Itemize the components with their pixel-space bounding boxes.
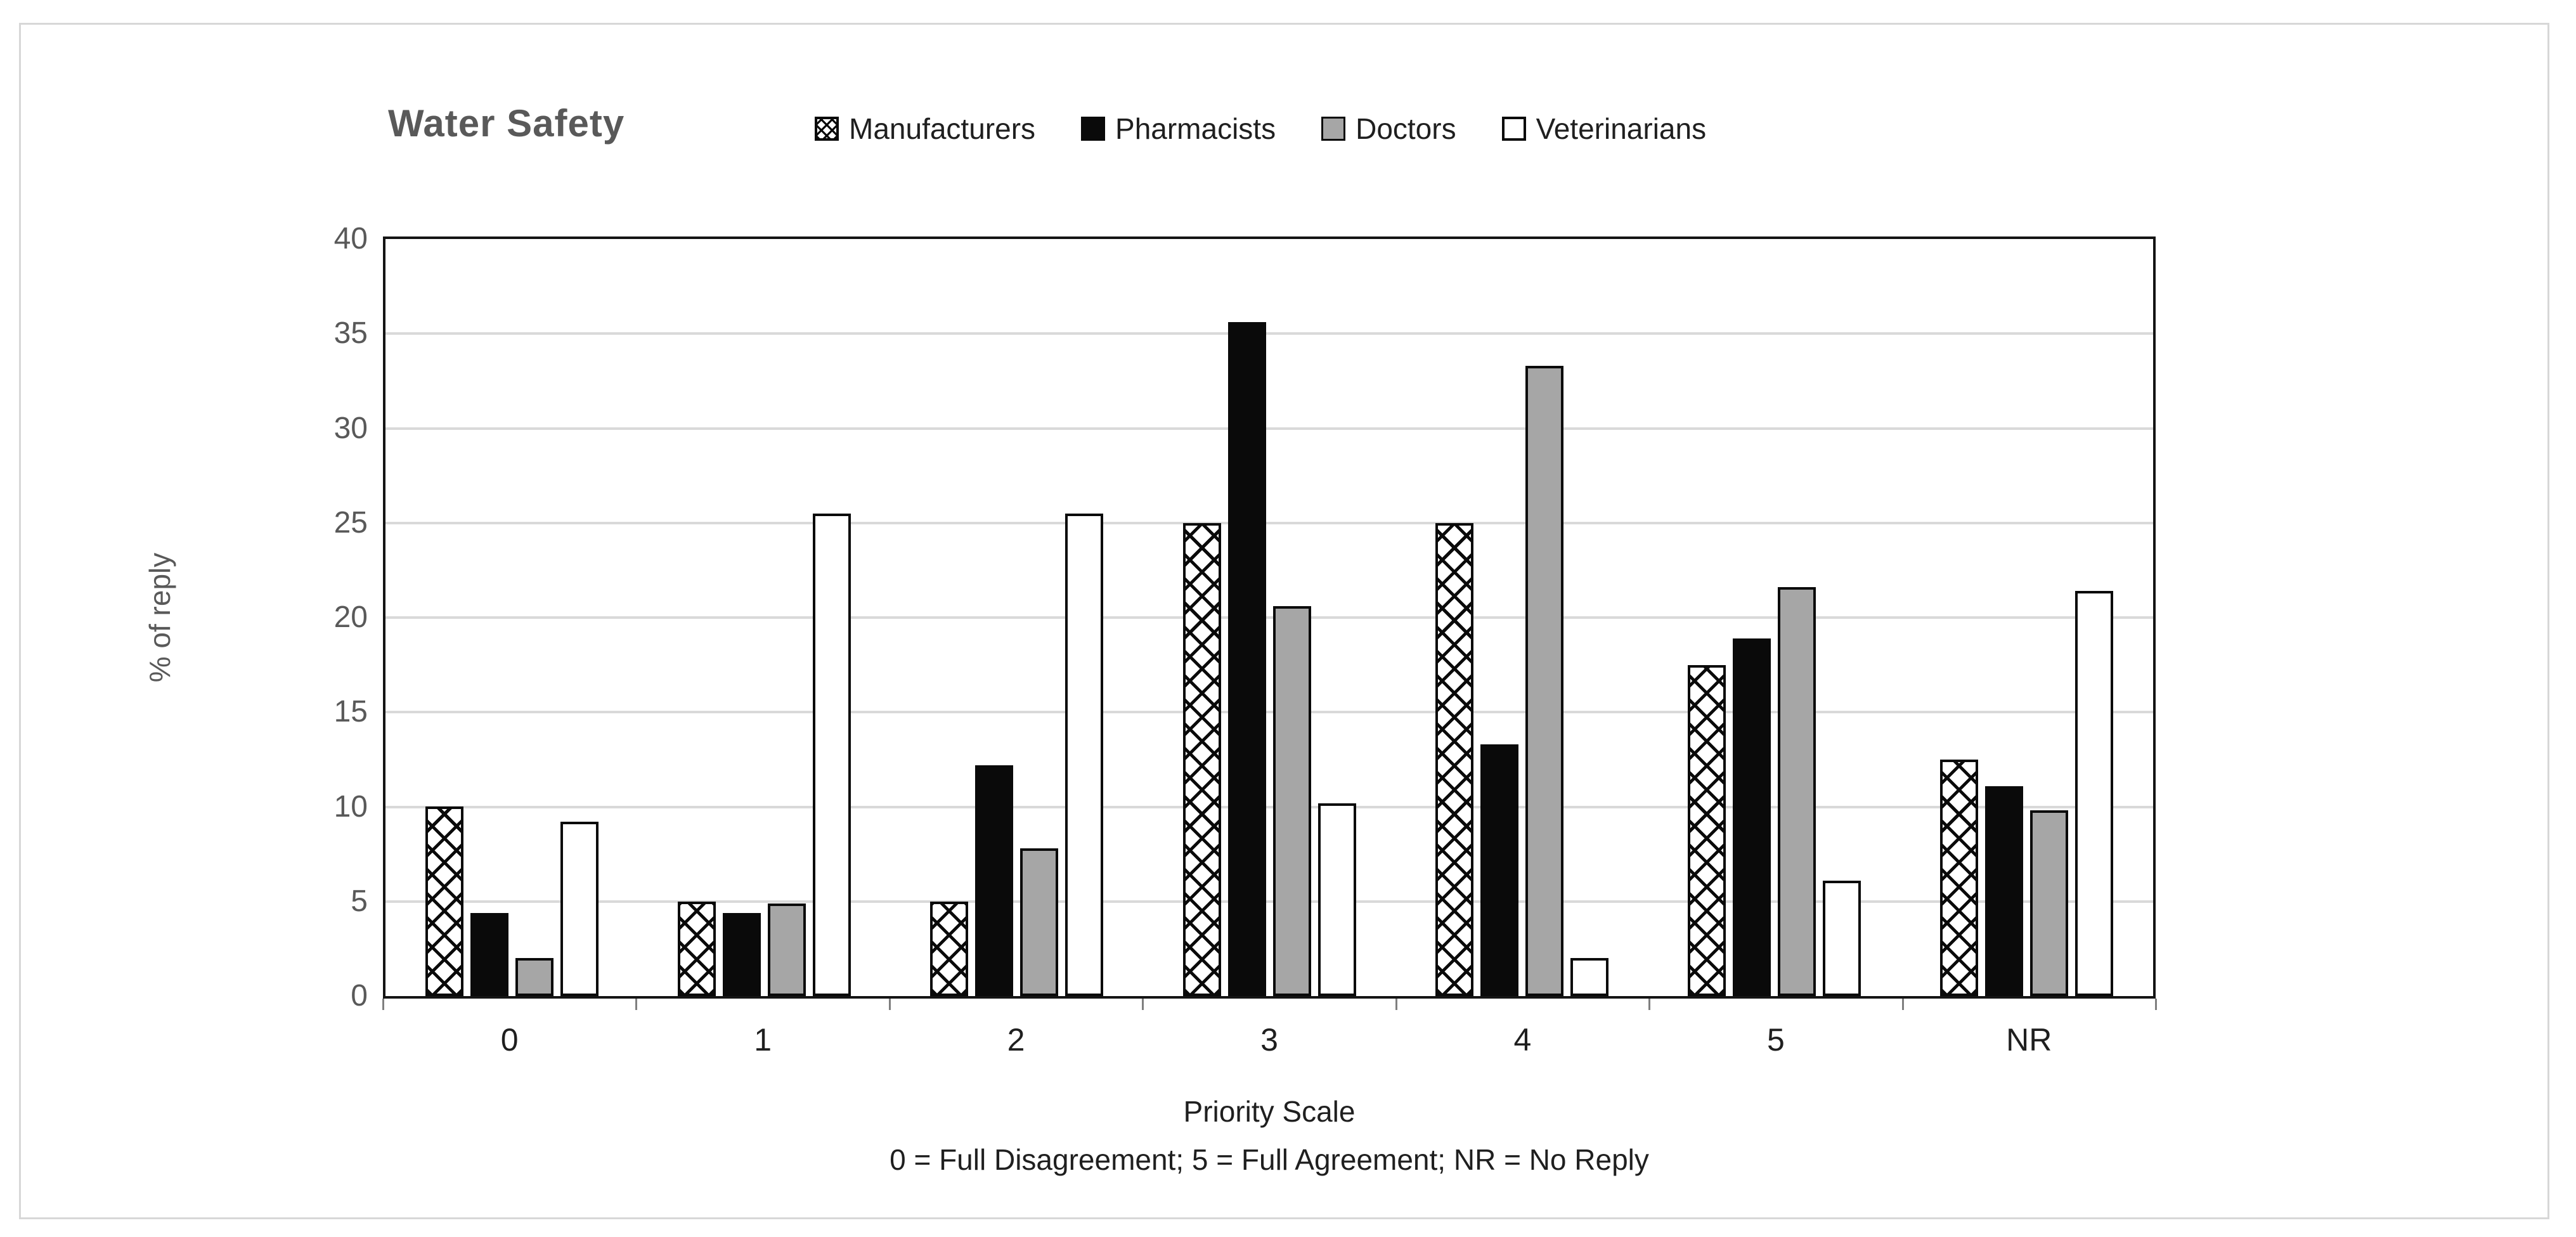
bar-manufacturers-nr (1940, 760, 1979, 996)
bar-veterinarians-2 (1065, 514, 1104, 996)
bar-doctors-4 (1525, 366, 1563, 996)
bar-manufacturers-1 (677, 902, 716, 996)
manufacturers-swatch-icon (815, 117, 839, 141)
y-axis-title: % of reply (143, 552, 176, 683)
y-tick-label-0: 0 (351, 979, 368, 1013)
bar-doctors-2 (1020, 848, 1059, 996)
doctors-swatch-icon (1321, 117, 1346, 141)
bar-veterinarians-4 (1570, 958, 1608, 996)
bar-pharmacists-5 (1733, 638, 1771, 996)
legend-item-pharmacists: Pharmacists (1081, 113, 1276, 145)
bar-manufacturers-5 (1688, 665, 1726, 996)
bar-veterinarians-nr (2075, 591, 2114, 996)
legend-label-pharmacists: Pharmacists (1115, 112, 1276, 145)
bar-pharmacists-2 (975, 765, 1014, 996)
chart-title: Water Safety (388, 102, 625, 145)
veterinarians-swatch-icon (1501, 117, 1526, 141)
legend-item-manufacturers: Manufacturers (815, 113, 1035, 145)
x-cat-label-5: 5 (1766, 1022, 1785, 1058)
gridline-5 (385, 900, 2153, 903)
bar-pharmacists-4 (1480, 744, 1518, 996)
x-axis-tick-0 (382, 999, 384, 1010)
gridline-15 (385, 711, 2153, 714)
gridline-30 (385, 427, 2153, 430)
y-tick-label-25: 25 (333, 505, 368, 540)
bar-pharmacists-3 (1227, 322, 1266, 996)
legend-item-veterinarians: Veterinarians (1501, 112, 1707, 145)
bar-veterinarians-3 (1317, 803, 1356, 996)
bar-doctors-0 (515, 958, 553, 996)
x-cat-label-0: 0 (500, 1022, 519, 1058)
bar-doctors-1 (767, 903, 806, 996)
x-axis-tick-7 (2155, 999, 2157, 1010)
x-axis-tick-2 (888, 999, 891, 1010)
bar-doctors-nr (2030, 810, 2069, 996)
legend-label-doctors: Doctors (1356, 112, 1456, 145)
gridline-25 (385, 521, 2153, 524)
bar-veterinarians-0 (560, 822, 599, 996)
bar-pharmacists-0 (470, 913, 508, 996)
bar-doctors-3 (1272, 606, 1311, 996)
bar-manufacturers-2 (930, 902, 969, 996)
x-axis-tick-5 (1648, 999, 1651, 1010)
x-cat-label-2: 2 (1007, 1022, 1025, 1058)
bar-manufacturers-4 (1435, 523, 1473, 996)
gridline-35 (385, 332, 2153, 335)
x-axis-tick-6 (1901, 999, 1904, 1010)
legend-item-doctors: Doctors (1321, 113, 1456, 145)
bar-pharmacists-1 (722, 913, 761, 996)
bar-veterinarians-1 (812, 514, 851, 996)
x-axis-tick-4 (1395, 999, 1397, 1010)
pharmacists-swatch-icon (1081, 117, 1106, 141)
gridline-10 (385, 805, 2153, 808)
y-tick-label-40: 40 (333, 222, 368, 256)
x-cat-label-nr: NR (2006, 1022, 2052, 1058)
bar-manufacturers-0 (425, 806, 463, 996)
x-cat-label-1: 1 (754, 1022, 772, 1058)
gridline-20 (385, 616, 2153, 619)
x-cat-label-3: 3 (1260, 1022, 1278, 1058)
plot-area (383, 236, 2156, 999)
bar-doctors-5 (1778, 587, 1816, 996)
y-tick-label-20: 20 (333, 600, 368, 634)
y-tick-label-30: 30 (333, 411, 368, 445)
bar-veterinarians-5 (1823, 881, 1861, 996)
x-axis-tick-1 (635, 999, 638, 1010)
x-cat-label-4: 4 (1513, 1022, 1532, 1058)
legend-label-veterinarians: Veterinarians (1536, 112, 1707, 145)
legend-label-manufacturers: Manufacturers (849, 112, 1036, 145)
y-tick-label-35: 35 (333, 316, 368, 351)
y-tick-label-5: 5 (351, 884, 368, 918)
y-tick-label-10: 10 (333, 789, 368, 824)
x-axis-note: 0 = Full Disagreement; 5 = Full Agreemen… (890, 1143, 1649, 1176)
legend: Manufacturers Pharmacists Doctors Veteri… (815, 113, 1706, 145)
x-axis-tick-3 (1142, 999, 1144, 1010)
x-axis-title: Priority Scale (1183, 1095, 1356, 1128)
bar-manufacturers-3 (1182, 523, 1221, 996)
bar-pharmacists-nr (1985, 786, 2024, 996)
y-tick-label-15: 15 (333, 695, 368, 729)
